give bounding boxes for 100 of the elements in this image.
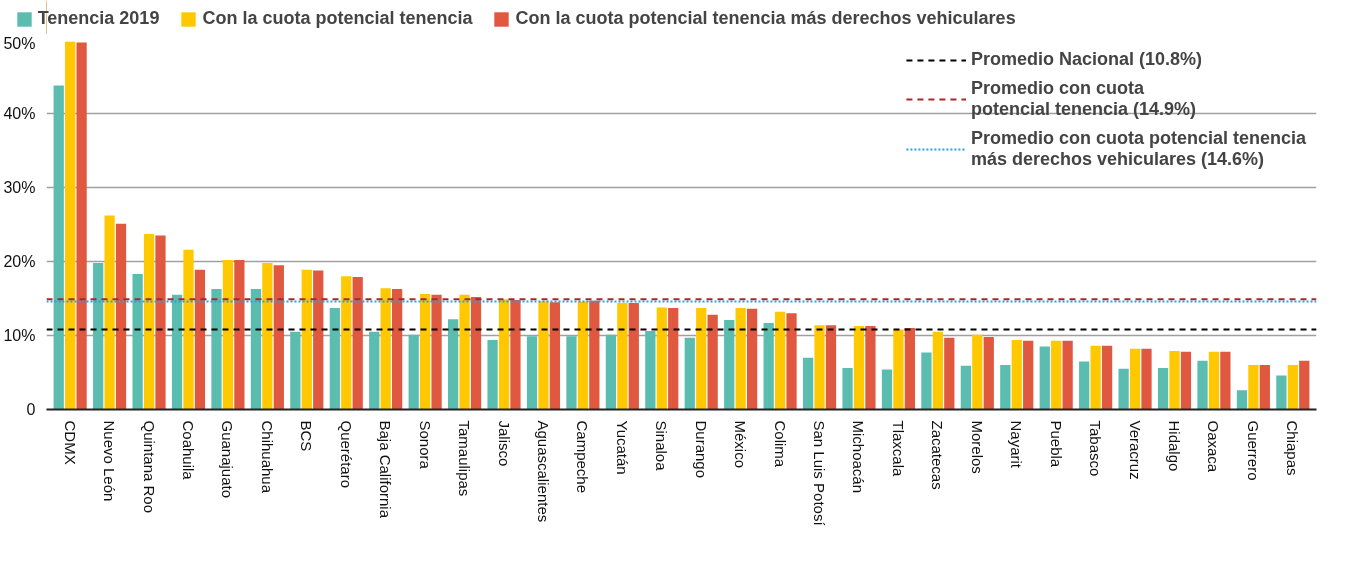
bar (1180, 351, 1192, 410)
bar (329, 308, 340, 410)
bar (656, 307, 667, 410)
x-tick-label: Michoacán (850, 420, 868, 494)
bar (853, 325, 865, 410)
bar (420, 294, 431, 410)
bar (1079, 361, 1090, 410)
bar (262, 262, 273, 410)
y-tick-label: 10% (3, 327, 36, 344)
x-tick-label: Coahuila (179, 420, 197, 481)
x-tick-label: Baja California (377, 420, 395, 519)
bar (1157, 368, 1169, 410)
bar (1248, 365, 1259, 410)
bar (301, 269, 312, 410)
bar (825, 325, 837, 410)
y-tick-label: 50% (3, 34, 36, 52)
bar (972, 334, 983, 410)
x-tick-label: Morelos (968, 420, 986, 474)
bar (893, 329, 904, 410)
bar (1208, 351, 1220, 410)
bar (459, 294, 470, 410)
bar (222, 260, 234, 410)
bar (684, 337, 695, 410)
legend-label: Con la cuota potencial tenencia (202, 8, 473, 29)
x-tick-label: Nuevo León (101, 420, 119, 502)
bar (724, 319, 735, 410)
bar (369, 331, 380, 410)
x-tick-label: México (732, 420, 750, 469)
bar (526, 336, 538, 410)
bar (183, 249, 194, 410)
bar (53, 85, 64, 410)
x-tick-label: Chihuahua (258, 420, 276, 494)
bar (448, 319, 459, 410)
bar (143, 234, 155, 410)
x-tick-label: Quintana Roo (140, 420, 158, 514)
x-tick-label: Guanajuato (219, 420, 237, 499)
bar (250, 288, 262, 410)
x-tick-label: Tabasco (1087, 420, 1105, 477)
x-tick-label: Zacatecas (929, 420, 947, 490)
y-tick-label: 30% (3, 179, 36, 196)
bar (944, 337, 955, 410)
bar (431, 294, 442, 410)
bar (1169, 351, 1180, 410)
bar (842, 368, 853, 410)
legend-label: Promedio con cuota potencial tenencia (14.9%) (970, 78, 1196, 120)
bar (1101, 345, 1113, 410)
bar (392, 288, 403, 410)
bar (960, 365, 971, 410)
bar (1129, 348, 1141, 410)
x-tick-label: Sinaloa (653, 420, 671, 472)
bar (93, 262, 104, 410)
bar (1090, 345, 1101, 410)
bar (104, 215, 115, 410)
bar (735, 308, 746, 410)
bar (1023, 340, 1034, 410)
x-tick-label: Yucatán (613, 420, 631, 475)
bar (983, 336, 994, 410)
bar (1220, 351, 1231, 410)
bar (341, 276, 352, 410)
bar (115, 223, 127, 410)
bar (577, 301, 589, 410)
bar (746, 308, 758, 410)
bar (1287, 365, 1298, 410)
bar (313, 270, 324, 410)
bar (921, 352, 932, 410)
bar (132, 274, 143, 410)
x-tick-label: BCS (298, 420, 316, 452)
legend-label: Promedio Nacional (10.8%) (970, 49, 1202, 70)
x-tick-label: Querétaro (337, 420, 355, 489)
x-tick-label: Campeche (574, 420, 592, 494)
bar (865, 325, 876, 410)
bar (1011, 339, 1022, 410)
legend-label: Con la cuota potencial tenencia más derechos vehiculares (515, 8, 1016, 29)
x-tick-label: Oaxaca (1205, 420, 1223, 473)
bar (1276, 375, 1287, 410)
bar (76, 42, 87, 410)
x-tick-label: Chiapas (1284, 420, 1302, 476)
bar (498, 299, 510, 410)
bar (763, 322, 774, 410)
bar (1000, 365, 1011, 410)
x-tick-label: Colima (771, 420, 789, 468)
bar (814, 325, 825, 410)
bar (589, 300, 600, 410)
x-tick-label: CDMX (61, 420, 79, 465)
x-tick-label: Hidalgo (1166, 420, 1184, 472)
x-tick-label: Guerrero (1244, 420, 1262, 481)
bar (668, 308, 679, 410)
x-tick-label: Jalisco (495, 420, 513, 467)
bar (617, 302, 628, 410)
bar (904, 328, 915, 410)
x-tick-label: Aguascalientes (534, 420, 552, 523)
bar (510, 299, 521, 410)
bar (707, 314, 718, 410)
y-tick-label: 40% (3, 105, 36, 122)
legend-label: Promedio con cuota potencial tenencia más derechos vehiculares (14.6%) (970, 128, 1306, 170)
bar (487, 339, 498, 410)
bar (1118, 368, 1129, 410)
bar (881, 369, 893, 410)
bar (538, 301, 549, 410)
bar (786, 313, 797, 410)
